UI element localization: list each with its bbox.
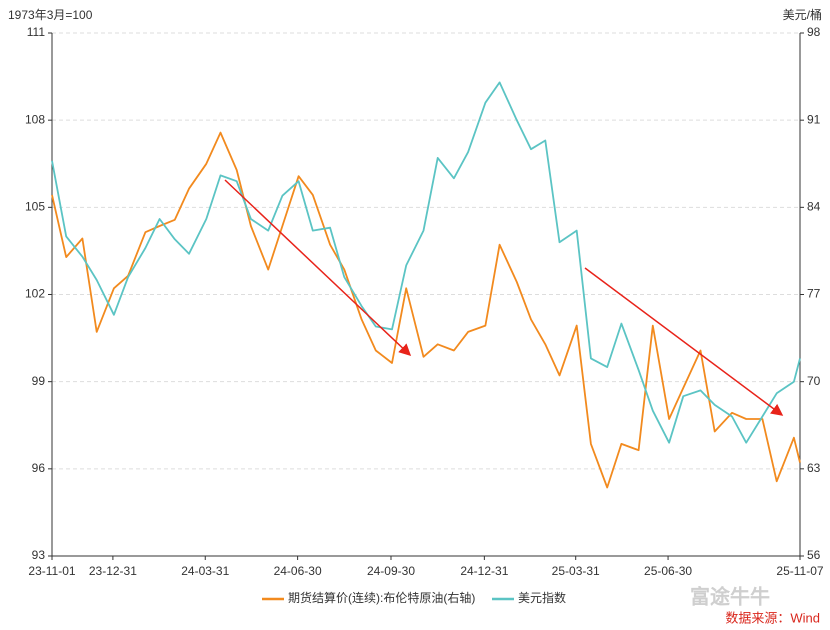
y2-axis-title: 美元/桶 <box>783 7 822 22</box>
y-tick-label: 102 <box>25 287 45 301</box>
x-tick-label: 24-06-30 <box>274 564 322 578</box>
x-tick-label: 25-06-30 <box>644 564 692 578</box>
y-tick-label: 96 <box>32 461 46 475</box>
y-axis-title: 1973年3月=100 <box>8 8 93 22</box>
y2-tick-label: 98 <box>807 25 821 39</box>
x-tick-label: 24-12-31 <box>460 564 508 578</box>
series-line <box>51 131 801 489</box>
x-tick-label: 24-09-30 <box>367 564 415 578</box>
y-tick-label: 105 <box>25 200 45 214</box>
y2-tick-label: 91 <box>807 112 821 126</box>
y-tick-label: 93 <box>32 548 46 562</box>
x-tick-label: 23-12-31 <box>89 564 137 578</box>
plot: 93 96 99 102 105 108 111 56 63 70 77 84 91 98 23-11-01… <box>25 25 824 578</box>
y2-tick-label: 77 <box>807 287 821 301</box>
y2-tick-label: 70 <box>807 374 821 388</box>
trend-arrow <box>224 179 412 357</box>
source: 数据来源：Wind <box>725 610 820 625</box>
y-tick-label: 99 <box>32 374 46 388</box>
x-tick-label: 25-11-07 <box>776 564 823 578</box>
series-line <box>51 81 801 444</box>
legend-label: 美元指数 <box>518 590 566 605</box>
x-tick-label: 23-11-01 <box>28 564 75 578</box>
legend-label: 期货结算价(连续):布伦特原油(右轴) <box>288 590 475 605</box>
y-tick-label: 108 <box>25 112 45 126</box>
watermark: 富途牛牛 <box>690 584 770 608</box>
y2-tick-label: 63 <box>807 461 821 475</box>
y-tick-label: 111 <box>27 25 46 39</box>
x-tick-label: 24-03-31 <box>181 564 229 578</box>
trend-arrow <box>584 267 784 416</box>
y2-tick-label: 56 <box>807 548 821 562</box>
y2-tick-label: 84 <box>807 200 821 214</box>
x-tick-label: 25-03-31 <box>552 564 600 578</box>
